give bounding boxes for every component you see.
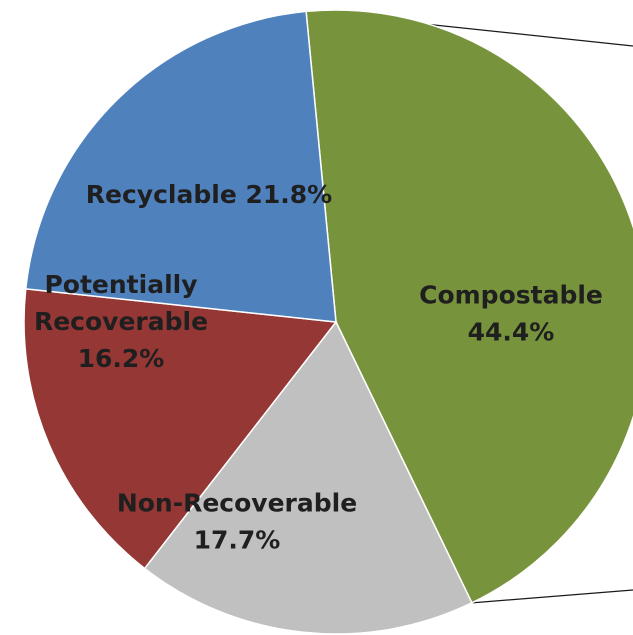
slice-label-line: Recoverable [34, 307, 208, 336]
slice-label-line: Non-Recoverable [117, 489, 357, 518]
slice-label-compostable: Compostable 44.4% [419, 281, 603, 347]
slice-label-line: 16.2% [78, 344, 165, 373]
slice-label-line: Compostable [419, 281, 603, 310]
slice-label-line: 44.4% [468, 318, 555, 347]
slice-label-recyclable: Recyclable 21.8% [86, 180, 332, 209]
slice-labels: Compostable 44.4% Non-Recoverable 17.7% Pote… [34, 180, 603, 555]
pie-slice-compostable [305, 9, 633, 604]
slice-label-line: 17.7% [194, 526, 281, 555]
pie-slice-non-recoverable [143, 320, 473, 635]
pie-slices [23, 9, 633, 635]
pie-slice-recyclable [24, 10, 337, 323]
slice-label-potentially-recoverable: Potentially Recoverable 16.2% [34, 270, 208, 373]
slice-label-non-recoverable: Non-Recoverable 17.7% [117, 489, 357, 555]
pie-slice-potentially-recoverable [23, 288, 338, 570]
connector-line-bottom [471, 589, 633, 604]
slice-label-line: Potentially [44, 270, 197, 299]
slice-label-line: Recyclable 21.8% [86, 180, 332, 209]
